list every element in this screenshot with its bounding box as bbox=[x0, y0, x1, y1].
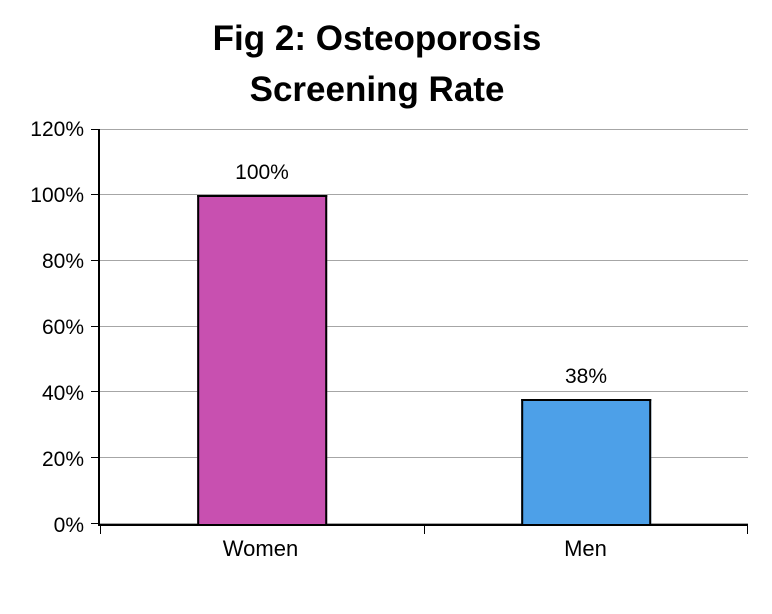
y-axis-label: 20% bbox=[41, 447, 84, 471]
chart-title: Fig 2: Osteoporosis Screening Rate bbox=[6, 14, 748, 116]
bar-women bbox=[197, 195, 327, 524]
x-tick bbox=[100, 525, 101, 534]
gridline bbox=[100, 128, 748, 130]
plot-area: 100% 38% bbox=[91, 128, 748, 534]
y-axis-label: 100% bbox=[30, 183, 84, 207]
x-tick bbox=[747, 525, 748, 534]
y-tick bbox=[91, 391, 100, 393]
x-axis-label: Men bbox=[564, 535, 607, 561]
x-tick bbox=[424, 525, 425, 534]
y-tick bbox=[91, 456, 100, 458]
bar-value-label: 100% bbox=[235, 161, 289, 185]
y-tick bbox=[91, 259, 100, 261]
gridline bbox=[100, 194, 748, 196]
y-axis-label: 60% bbox=[41, 315, 84, 339]
x-axis-label: Women bbox=[222, 535, 299, 561]
y-axis-label: 0% bbox=[53, 513, 84, 537]
y-tick bbox=[91, 194, 100, 196]
axis-corner-spacer bbox=[6, 526, 98, 570]
gridline bbox=[100, 456, 748, 458]
bar-men bbox=[521, 398, 651, 524]
y-axis-label: 80% bbox=[41, 249, 84, 273]
y-axis: 0% 20% 40% 60% 80% 100% 120% bbox=[6, 118, 98, 537]
chart-title-line1: Fig 2: Osteoporosis bbox=[212, 19, 542, 58]
chart-title-line2: Screening Rate bbox=[249, 69, 505, 109]
gridline bbox=[100, 391, 748, 393]
gridline bbox=[100, 522, 748, 524]
y-tick bbox=[91, 325, 100, 327]
y-tick bbox=[91, 522, 100, 524]
y-axis-label: 40% bbox=[41, 381, 84, 405]
gridline bbox=[100, 325, 748, 327]
y-axis-label: 120% bbox=[30, 117, 84, 141]
gridline bbox=[100, 259, 748, 261]
y-tick bbox=[91, 128, 100, 130]
bar-value-label: 38% bbox=[564, 364, 608, 388]
x-axis-labels: Women Men bbox=[98, 526, 748, 570]
bar-chart: 0% 20% 40% 60% 80% 100% 120% 100% 38% Women Men bbox=[6, 118, 748, 570]
